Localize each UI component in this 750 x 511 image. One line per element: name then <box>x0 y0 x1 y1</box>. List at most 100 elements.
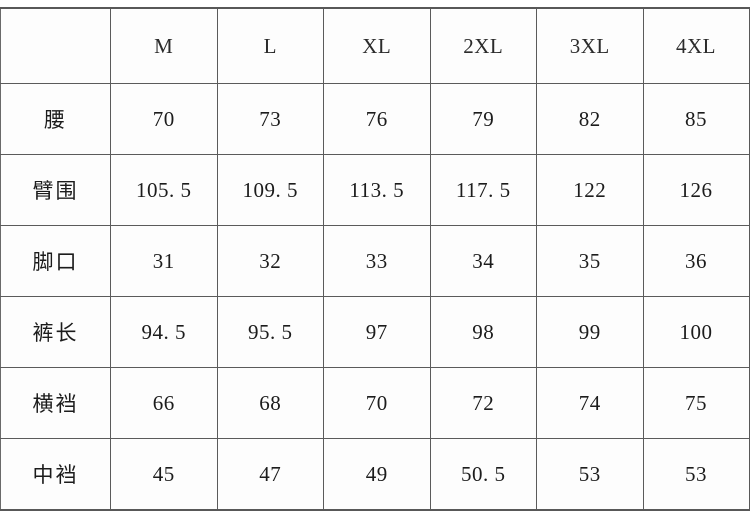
cell-value: 95. 5 <box>248 319 293 344</box>
column-header-2xl: 2XL <box>429 7 537 84</box>
table-cell: 122 <box>536 154 644 226</box>
table-cell: 47 <box>216 438 324 511</box>
cell-value: 126 <box>679 177 713 202</box>
column-header-l: L <box>216 7 324 84</box>
table-cell: 75 <box>642 367 750 439</box>
row-label: 臂围 <box>32 179 79 203</box>
table-cell: 100 <box>642 296 750 368</box>
table-row: 中裆 45 47 49 50. 5 53 53 <box>0 438 750 511</box>
table-cell: 98 <box>429 296 537 368</box>
column-header-4xl: 4XL <box>642 7 750 84</box>
table-cell: 95. 5 <box>216 296 324 368</box>
cell-value: 47 <box>259 461 282 486</box>
cell-value: 109. 5 <box>242 177 298 202</box>
cell-value: 53 <box>578 461 601 486</box>
cell-value: 45 <box>152 461 175 486</box>
size-measurement-table: M L XL 2XL 3XL 4XL <box>0 7 750 511</box>
table-cell: 76 <box>323 83 431 155</box>
table-cell: 70 <box>110 83 218 155</box>
row-header-cell: 臂围 <box>0 154 111 226</box>
table-cell: 73 <box>216 83 324 155</box>
cell-value: 98 <box>472 319 495 344</box>
table-cell: 85 <box>642 83 750 155</box>
cell-value: 53 <box>685 461 707 486</box>
row-label: 腰 <box>44 108 67 132</box>
column-header-label: 3XL <box>569 33 610 58</box>
table-cell: 53 <box>642 438 750 511</box>
table-cell: 82 <box>536 83 644 155</box>
cell-value: 36 <box>685 248 707 273</box>
table-cell: 49 <box>323 438 431 511</box>
table-cell: 117. 5 <box>429 154 537 226</box>
row-header-cell: 横裆 <box>0 367 111 439</box>
cell-value: 79 <box>472 106 495 131</box>
table-cell: 113. 5 <box>323 154 431 226</box>
table-header-row: M L XL 2XL 3XL 4XL <box>0 7 750 84</box>
cell-value: 73 <box>259 106 282 131</box>
row-header-cell: 腰 <box>0 83 111 155</box>
table-cell: 94. 5 <box>110 296 218 368</box>
row-label: 裤长 <box>32 321 79 345</box>
row-label: 横裆 <box>32 392 79 416</box>
cell-value: 76 <box>365 106 388 131</box>
cell-value: 32 <box>259 248 282 273</box>
table-cell: 53 <box>536 438 644 511</box>
cell-value: 35 <box>578 248 601 273</box>
table-cell: 126 <box>642 154 750 226</box>
cell-value: 34 <box>472 248 495 273</box>
table-cell: 97 <box>323 296 431 368</box>
table-row: 脚口 31 32 33 34 35 36 <box>0 225 750 297</box>
cell-value: 99 <box>578 319 601 344</box>
column-header-m: M <box>110 7 218 84</box>
table-cell: 36 <box>642 225 750 297</box>
cell-value: 72 <box>472 390 495 415</box>
cell-value: 74 <box>578 390 601 415</box>
table-cell: 109. 5 <box>216 154 324 226</box>
cell-value: 33 <box>365 248 388 273</box>
row-label: 脚口 <box>32 250 79 274</box>
table-row: 裤长 94. 5 95. 5 97 98 99 100 <box>0 296 750 368</box>
cell-value: 82 <box>578 106 601 131</box>
table-cell: 66 <box>110 367 218 439</box>
table-cell: 105. 5 <box>110 154 218 226</box>
cell-value: 75 <box>685 390 707 415</box>
column-header-label: XL <box>362 33 392 58</box>
column-header-label: 2XL <box>463 33 504 58</box>
cell-value: 100 <box>679 319 713 344</box>
column-header-3xl: 3XL <box>536 7 644 84</box>
cell-value: 85 <box>685 106 707 131</box>
cell-value: 31 <box>152 248 175 273</box>
column-header-label: 4XL <box>676 33 716 58</box>
table-cell: 68 <box>216 367 324 439</box>
table-cell: 35 <box>536 225 644 297</box>
table-cell: 33 <box>323 225 431 297</box>
row-label: 中裆 <box>32 463 79 487</box>
cell-value: 49 <box>365 461 388 486</box>
cell-value: 97 <box>365 319 388 344</box>
cell-value: 66 <box>152 390 175 415</box>
table-cell: 32 <box>216 225 324 297</box>
row-header-cell: 中裆 <box>0 438 111 511</box>
row-header-cell: 脚口 <box>0 225 111 297</box>
table-row: 横裆 66 68 70 72 74 75 <box>0 367 750 439</box>
cell-value: 70 <box>365 390 388 415</box>
table-cell: 72 <box>429 367 537 439</box>
table-cell: 74 <box>536 367 644 439</box>
column-header-label: M <box>154 33 174 58</box>
table-row: 腰 70 73 76 79 82 85 <box>0 83 750 155</box>
cell-value: 113. 5 <box>349 177 405 202</box>
column-header-xl: XL <box>323 7 431 84</box>
table-cell: 70 <box>323 367 431 439</box>
table-cell: 79 <box>429 83 537 155</box>
cell-value: 68 <box>259 390 282 415</box>
cell-value: 94. 5 <box>141 319 186 344</box>
cell-value: 70 <box>152 106 175 131</box>
column-header-label: L <box>263 33 277 58</box>
table-cell: 45 <box>110 438 218 511</box>
table-cell: 31 <box>110 225 218 297</box>
table-cell: 99 <box>536 296 644 368</box>
table-corner-cell <box>0 7 111 84</box>
table-cell: 50. 5 <box>429 438 537 511</box>
row-header-cell: 裤长 <box>0 296 111 368</box>
